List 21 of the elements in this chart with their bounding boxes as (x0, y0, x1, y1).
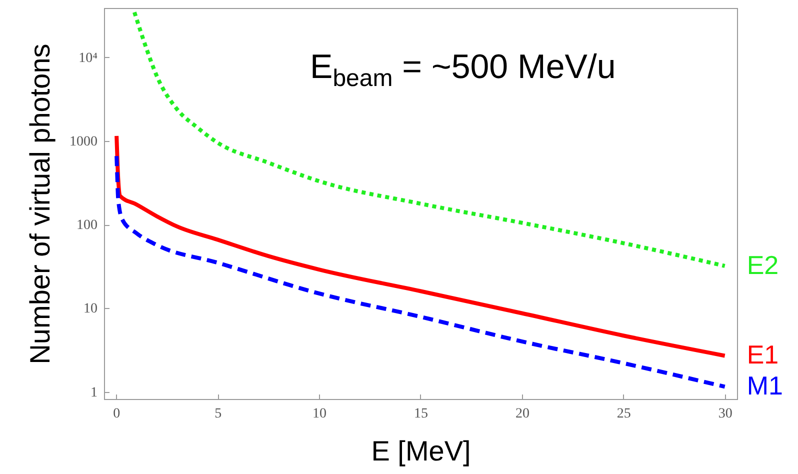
line-series (132, 10, 727, 268)
y-axis-title: Number of virtual photons (24, 44, 56, 364)
x-tick-label: 20 (515, 406, 530, 422)
x-tick-label: 30 (718, 406, 732, 422)
x-tick-label: 0 (113, 406, 120, 422)
y-tick-label: 1000 (70, 134, 98, 150)
y-tick-label: 10⁴ (78, 50, 98, 66)
x-tick-label: 25 (616, 406, 631, 422)
x-tick-label: 5 (214, 406, 222, 422)
annotation: E$_{beam}$ = ~500 MeV/u (310, 48, 616, 93)
x-tick-label: 15 (414, 406, 428, 422)
y-tick-label: 1 (90, 385, 98, 400)
series-label: E1 (746, 340, 779, 370)
line-series (114, 134, 727, 358)
line-series (114, 154, 727, 389)
series-label: M1 (746, 370, 783, 401)
series-label: E2 (746, 250, 779, 280)
y-tick-label: 10 (84, 302, 98, 317)
x-axis-title: E [MeV] (371, 436, 471, 466)
x-tick-label: 10 (312, 406, 327, 422)
y-tick-label: 100 (76, 218, 98, 234)
